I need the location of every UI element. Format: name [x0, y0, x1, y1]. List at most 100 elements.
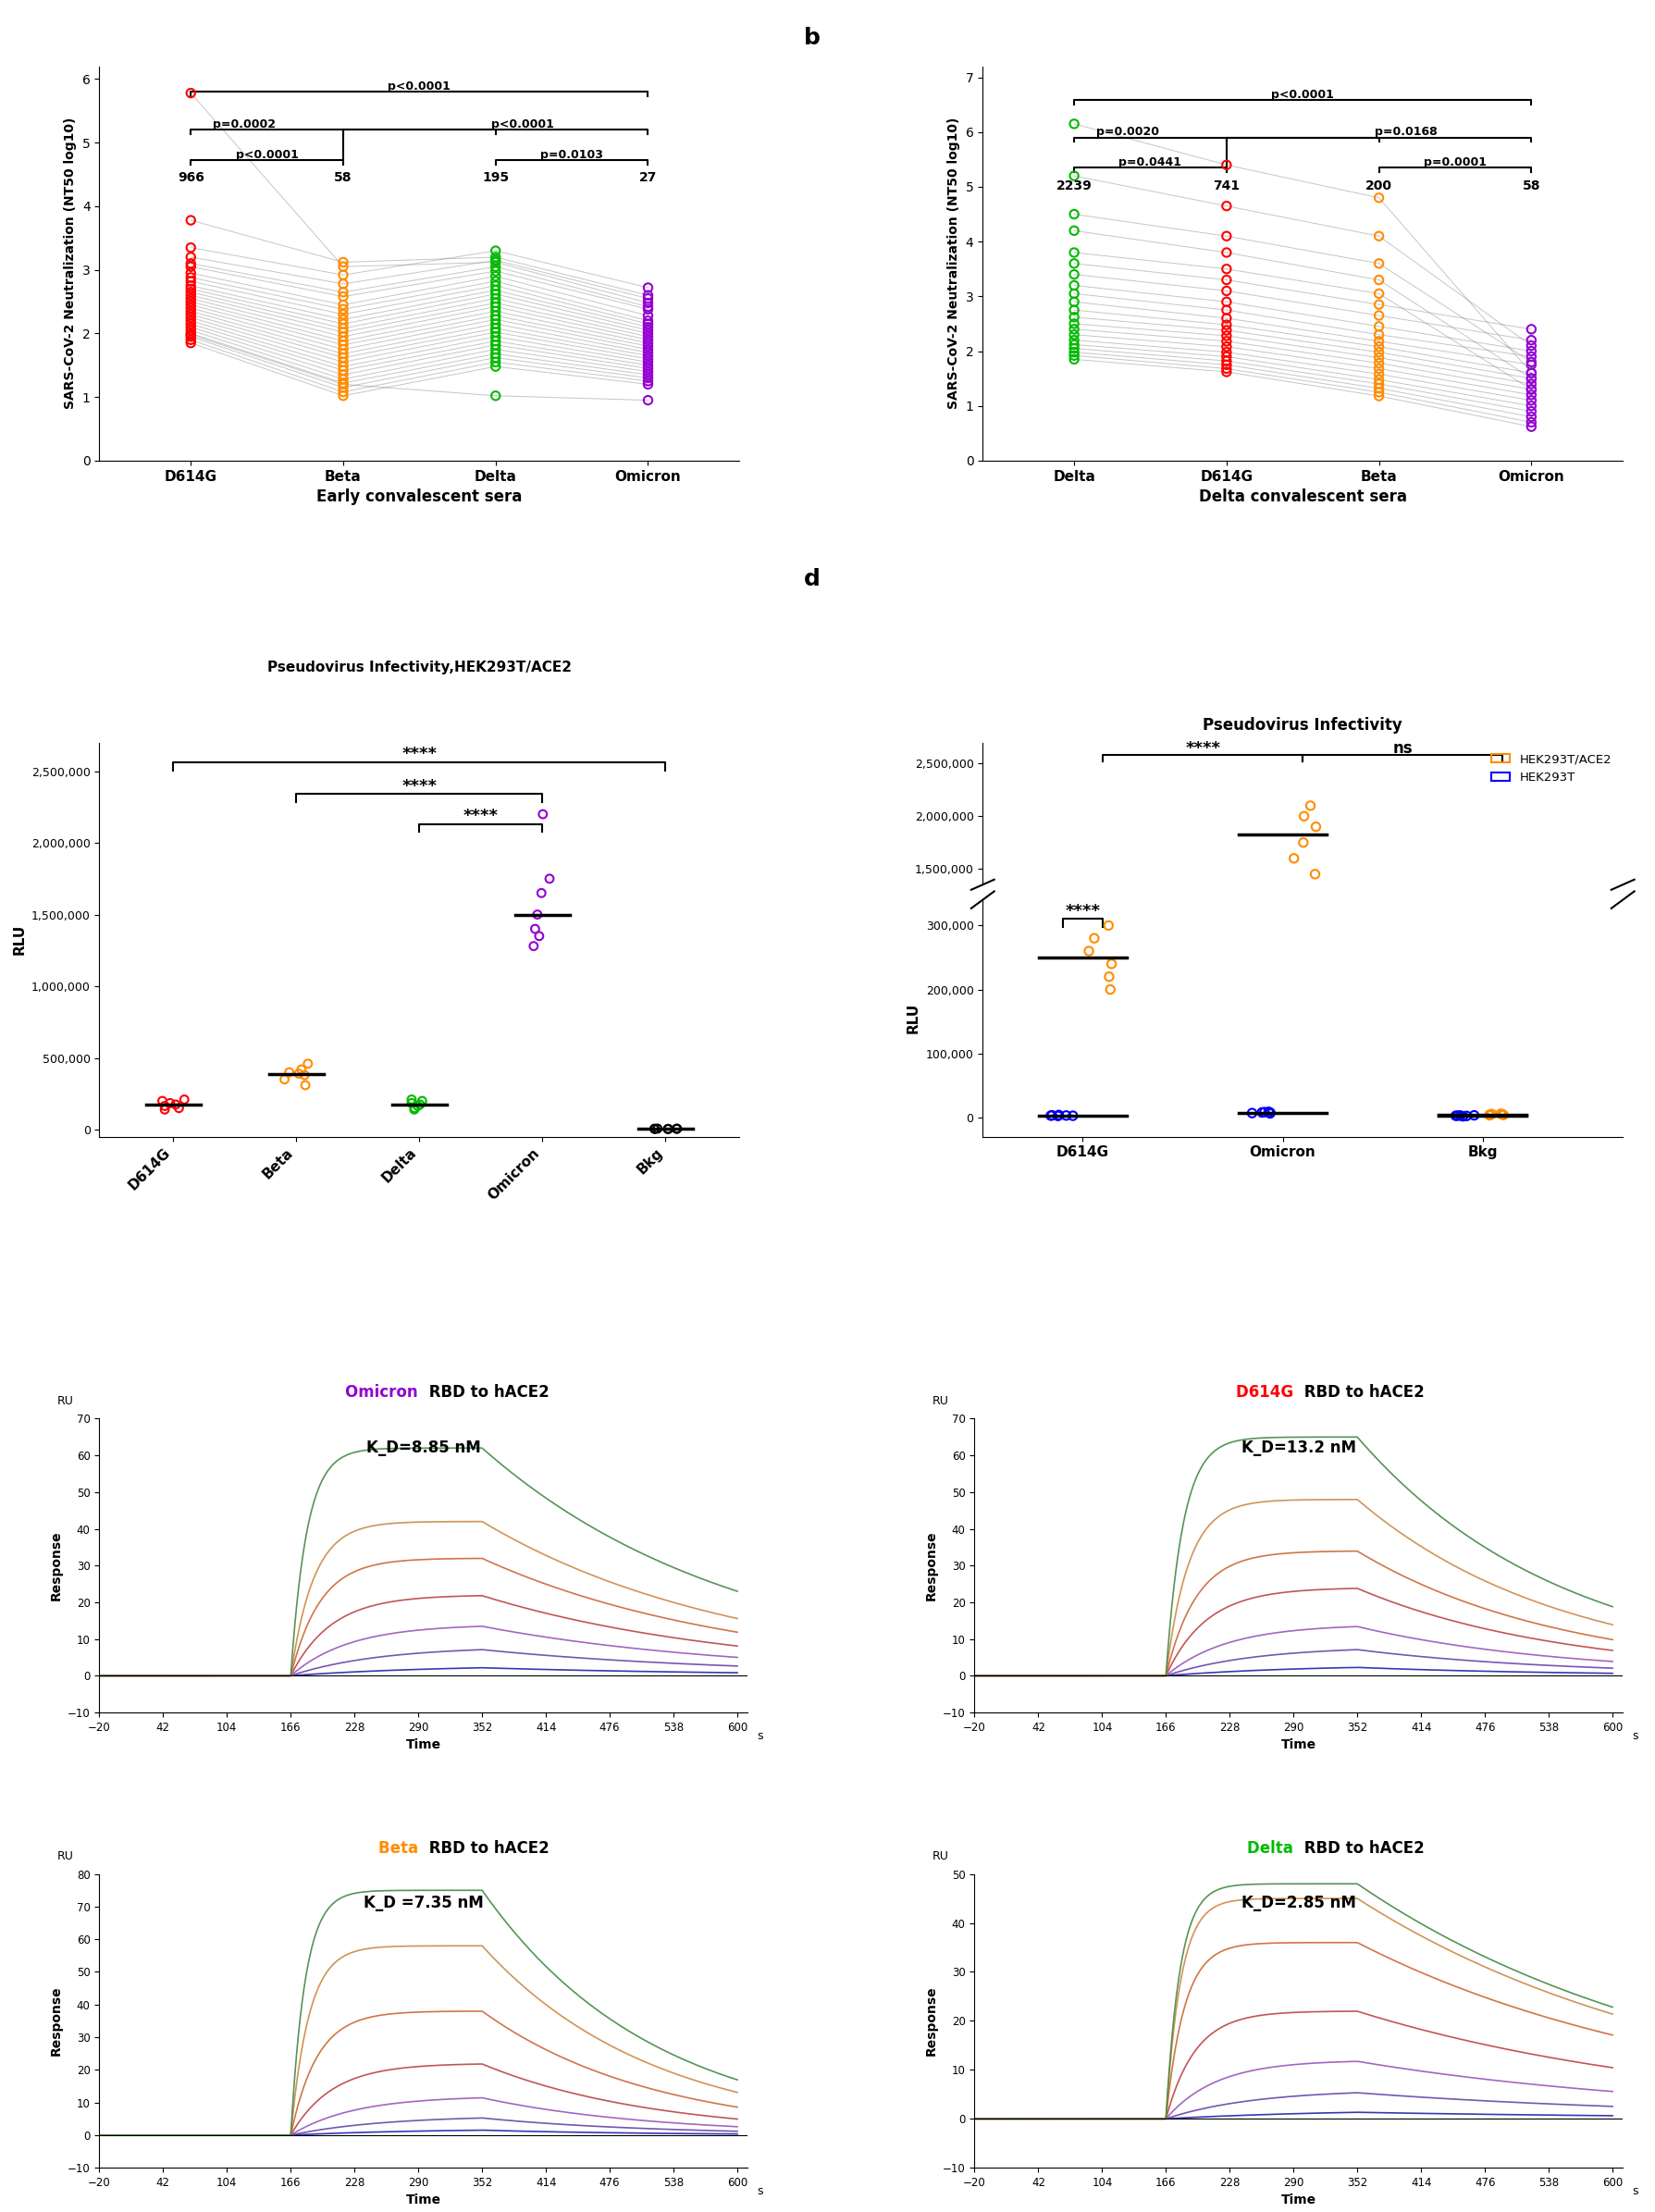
Text: s: s	[1632, 1730, 1638, 1743]
Point	[1061, 276, 1087, 312]
Point	[1365, 334, 1392, 369]
Point	[329, 356, 356, 392]
Point	[634, 383, 660, 418]
Point	[1446, 1097, 1473, 1133]
Point	[634, 319, 660, 354]
Point	[482, 243, 508, 279]
Text: ****: ****	[402, 745, 437, 763]
Point	[482, 268, 508, 303]
Point	[1238, 1095, 1264, 1130]
Point	[1498, 1009, 1524, 1044]
Point	[329, 292, 356, 327]
Point	[329, 265, 356, 301]
Point	[1450, 1099, 1476, 1135]
Text: p=0.0002: p=0.0002	[212, 119, 275, 131]
Point	[1518, 378, 1544, 414]
Point	[1365, 330, 1392, 365]
Point	[1518, 398, 1544, 434]
Point	[1061, 334, 1087, 369]
Point	[291, 1057, 318, 1093]
Point	[329, 367, 356, 403]
Point	[1077, 984, 1104, 1020]
Point	[482, 285, 508, 321]
Point	[329, 323, 356, 358]
Point	[177, 312, 204, 347]
Point	[1061, 292, 1087, 327]
Point	[528, 876, 554, 911]
Point	[177, 204, 204, 239]
Point	[634, 285, 660, 321]
Point	[1365, 374, 1392, 409]
Point	[1456, 1009, 1483, 1044]
Point	[1248, 1095, 1274, 1130]
Text: ****: ****	[402, 779, 437, 794]
Point	[1061, 330, 1087, 365]
Point	[1365, 363, 1392, 398]
Point	[399, 1082, 425, 1117]
Point	[1061, 246, 1087, 281]
Point	[1483, 1009, 1509, 1044]
Point	[329, 345, 356, 380]
Point	[329, 305, 356, 341]
Y-axis label: Response: Response	[50, 1986, 63, 2055]
Point	[1096, 960, 1122, 995]
Point	[482, 349, 508, 385]
Text: s: s	[1632, 2185, 1638, 2197]
Point	[482, 294, 508, 330]
Point	[1213, 307, 1240, 343]
Point	[634, 334, 660, 369]
Point	[482, 336, 508, 372]
Point	[634, 367, 660, 403]
Point	[1044, 1099, 1071, 1135]
Point	[329, 314, 356, 349]
Text: RBD to hACE2: RBD to hACE2	[424, 1385, 549, 1400]
Point	[482, 259, 508, 294]
Text: p<0.0001: p<0.0001	[1271, 88, 1334, 102]
Point	[329, 369, 356, 405]
Text: ****: ****	[463, 807, 498, 825]
Point	[1518, 356, 1544, 392]
Point	[1442, 1097, 1468, 1133]
Point	[177, 283, 204, 319]
Point	[482, 246, 508, 281]
Point	[521, 911, 548, 947]
Point	[1061, 1009, 1087, 1044]
Point	[1038, 1097, 1064, 1133]
Text: K_D=8.85 nM: K_D=8.85 nM	[366, 1440, 480, 1455]
Point	[1053, 1097, 1079, 1133]
Point	[634, 303, 660, 338]
Point	[1251, 1095, 1278, 1130]
Text: RU: RU	[56, 1849, 73, 1863]
Point	[1213, 301, 1240, 336]
Point	[482, 281, 508, 316]
Point	[634, 347, 660, 383]
Text: RU: RU	[932, 1849, 948, 1863]
Point	[634, 310, 660, 345]
Point	[1518, 387, 1544, 422]
Point	[1518, 383, 1544, 418]
Point	[1238, 1009, 1264, 1044]
Y-axis label: SARS-CoV-2 Neutralization (NT50 log10): SARS-CoV-2 Neutralization (NT50 log10)	[947, 117, 960, 409]
Title: Pseudovirus Infectivity: Pseudovirus Infectivity	[1202, 717, 1402, 734]
Point	[526, 918, 553, 953]
Point	[1061, 316, 1087, 352]
Point	[1518, 356, 1544, 392]
Point	[634, 323, 660, 358]
Point	[177, 325, 204, 361]
Point	[149, 1084, 175, 1119]
Point	[1365, 310, 1392, 345]
Point	[285, 1055, 311, 1091]
Point	[482, 378, 508, 414]
Point	[1438, 1009, 1465, 1044]
Point	[1054, 1009, 1081, 1044]
Point	[1213, 323, 1240, 358]
Point	[1518, 312, 1544, 347]
Point	[177, 305, 204, 341]
Point	[329, 378, 356, 414]
Point	[177, 323, 204, 358]
Point	[1476, 1097, 1503, 1133]
Point	[1076, 933, 1102, 969]
Point	[1061, 159, 1087, 195]
Text: ns: ns	[1392, 741, 1412, 757]
Point	[1518, 372, 1544, 407]
